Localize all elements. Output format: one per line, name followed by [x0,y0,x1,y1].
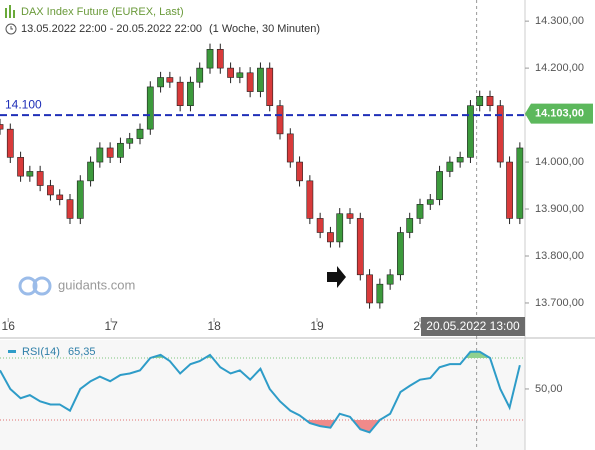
candle-body [416,204,424,219]
x-tick-label: 19 [310,319,324,333]
candle-body [187,81,194,106]
logo [18,276,52,296]
y2-tick-label: 50,00 [535,383,563,395]
candle-body [506,161,513,219]
candle-body [157,77,164,88]
candle-body [476,95,484,106]
price-tag-label: 14.103,00 [535,108,584,120]
arrow-icon [327,266,346,288]
candle-body [286,133,294,163]
candle-body [276,105,284,135]
candle-body [96,147,104,163]
candle-body [426,199,434,205]
clock-icon [5,23,17,35]
y-tick-label: 14.000,00 [535,156,584,168]
y-tick-label: 13.700,00 [535,297,584,309]
candle-body [266,67,274,106]
candle-body [227,67,234,78]
candle-body [146,86,154,130]
crosshair-label: 20.05.2022 13:00 [426,319,520,333]
candle-body [327,232,334,243]
x-tick-label: 16 [2,319,16,333]
y-tick-label: 13.900,00 [535,203,584,215]
candle-body [446,161,454,172]
x-tick-label: 18 [207,319,221,333]
candle-body [356,218,364,276]
subtitle: 13.05.2022 22:00 - 20.05.2022 22:00 [21,23,202,35]
candle-body [467,105,474,158]
candle-body [166,77,174,83]
candle-body [316,218,324,233]
candle-body [17,157,24,177]
candle-body [306,180,314,219]
candle-body [56,194,64,200]
candle-body [0,124,4,130]
title-icon [5,5,15,18]
legend-swatch [8,350,16,353]
candle-body [336,213,344,243]
candle-body [386,274,394,285]
candle-body [406,218,414,233]
price-tag [525,103,593,124]
candle-body [216,49,224,69]
candle-body [456,157,464,163]
chart-title: DAX Index Future (EUREX, Last) [21,6,184,18]
candle-body [136,128,144,139]
crosshair-tag [421,317,525,336]
candle-body [376,283,384,304]
candle-body [106,147,114,158]
candle-body [47,185,54,196]
candle-body [496,105,504,163]
candle-body [196,67,204,83]
candle-body [6,128,14,158]
candle-body [516,147,524,219]
candle-body [176,81,184,106]
y-tick-label: 14.200,00 [535,62,584,74]
x-tick-label: 17 [104,319,118,333]
candle-body [26,171,34,177]
y-tick-label: 13.800,00 [535,250,584,262]
candle-body [296,161,303,182]
legend-name: RSI(14) [22,346,60,358]
candle-body [436,171,443,200]
candle-body [246,72,254,92]
candle-body [126,138,134,144]
y-tick-label: 14.300,00 [535,15,584,27]
candle-body [87,161,94,182]
reference-label: 14.100 [5,97,42,111]
candle-body [366,274,373,304]
rsi-line [0,350,521,434]
period: (1 Woche, 30 Minuten) [209,23,320,35]
candle-body [36,171,44,186]
candle-body [206,49,214,69]
candle-body [397,232,404,276]
candle-body [257,67,264,92]
legend-value: 65,35 [68,346,96,358]
candle-body [66,199,74,219]
candle-body [236,72,244,78]
candle-body [76,180,84,219]
candle-body [346,213,354,219]
candle-body [486,95,494,106]
watermark: guidants.com [58,277,135,292]
candle-body [117,142,124,158]
